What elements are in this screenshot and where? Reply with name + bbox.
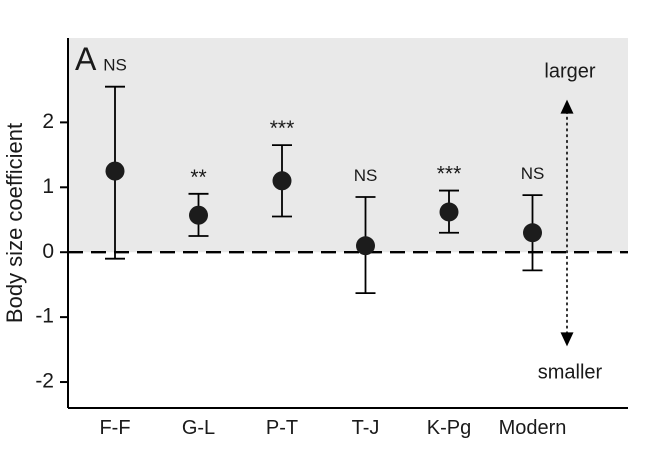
y-tick-label: 2: [42, 110, 54, 133]
arrow-head-up-icon: [560, 99, 574, 114]
data-point: [272, 171, 292, 191]
y-tick-label: 1: [42, 175, 54, 198]
positive-region-shade: [68, 38, 628, 253]
annotation-larger: larger: [544, 61, 595, 83]
significance-label: NS: [521, 164, 545, 183]
significance-label: ***: [437, 163, 462, 186]
x-tick-label: Modern: [499, 417, 567, 439]
data-point: [523, 223, 542, 243]
data-point: [105, 161, 125, 181]
data-point: [439, 202, 459, 222]
significance-label: NS: [354, 166, 378, 185]
significance-label: **: [190, 166, 206, 189]
annotation-smaller: smaller: [538, 361, 603, 383]
panel-label: A: [75, 41, 97, 77]
y-tick-label: -2: [35, 370, 54, 393]
significance-label: ***: [270, 117, 295, 140]
y-axis-title: Body size coefficient: [2, 123, 27, 323]
x-tick-label: P-T: [266, 417, 298, 439]
arrow-head-down-icon: [560, 332, 574, 347]
data-point: [356, 236, 375, 256]
x-tick-label: F-F: [99, 417, 130, 439]
y-tick-label: 0: [42, 240, 54, 263]
x-tick-label: G-L: [182, 417, 215, 439]
y-tick-label: -1: [35, 305, 54, 328]
x-tick-label: T-J: [352, 417, 380, 439]
significance-label: NS: [103, 56, 127, 75]
data-point: [189, 205, 208, 225]
x-tick-label: K-Pg: [427, 417, 471, 439]
